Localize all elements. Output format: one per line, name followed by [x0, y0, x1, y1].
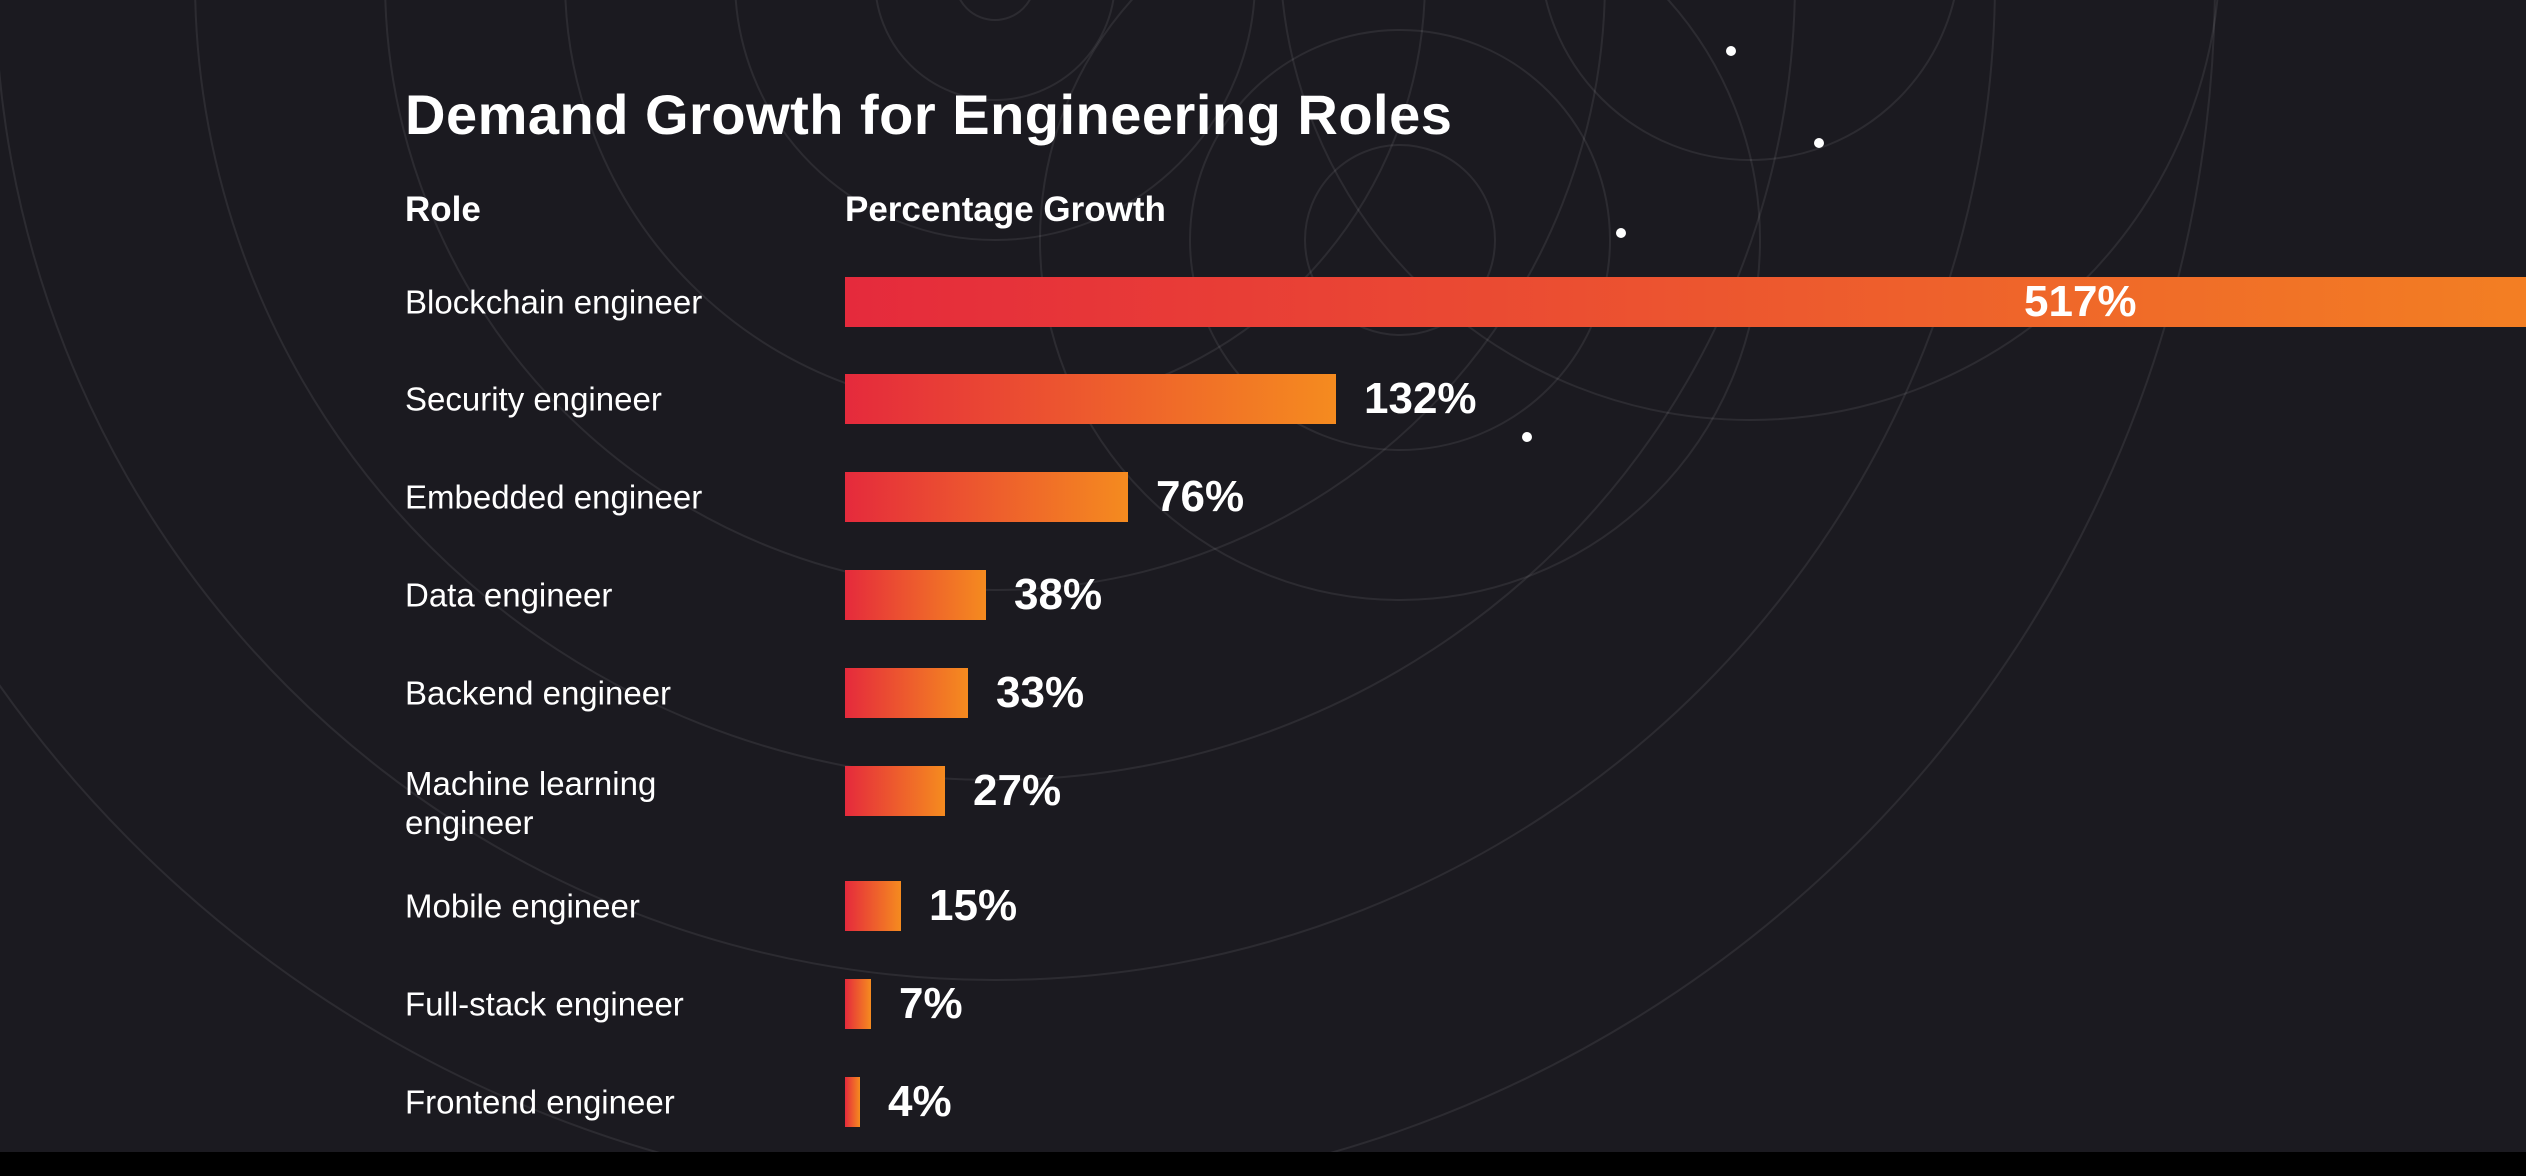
background-dot: [1726, 46, 1736, 56]
role-label: Machine learning engineer: [405, 765, 657, 841]
growth-bar: [845, 881, 901, 931]
growth-value-label: 38%: [1014, 570, 1103, 619]
growth-value-label: 7%: [899, 979, 963, 1028]
growth-bar: [845, 766, 945, 816]
growth-bar: [845, 979, 871, 1029]
chart-canvas: Demand Growth for Engineering Roles Role…: [0, 0, 2526, 1152]
growth-column-header: Percentage Growth: [845, 190, 1166, 229]
role-column-header: Role: [405, 190, 481, 229]
growth-value-label: 76%: [1156, 472, 1245, 521]
background-ring: [1281, 0, 2219, 421]
growth-bar: [845, 472, 1128, 522]
growth-value-label: 4%: [888, 1077, 952, 1126]
background-decoration: [0, 0, 2219, 1152]
role-label: Data engineer: [405, 576, 613, 614]
growth-value-label: 15%: [929, 881, 1018, 930]
growth-value-label: 132%: [1364, 374, 1477, 423]
growth-value-label: 33%: [996, 668, 1085, 717]
background-ring: [734, 0, 1256, 241]
role-label: Security engineer: [405, 380, 662, 418]
background-dot: [1616, 228, 1626, 238]
background-ring: [194, 0, 1796, 781]
background-dot: [1814, 138, 1824, 148]
role-label: Full-stack engineer: [405, 985, 684, 1023]
background-ring: [959, 0, 1031, 21]
background-ring: [1189, 29, 1611, 451]
growth-value-label: 517%: [2024, 277, 2137, 326]
background-ring: [384, 0, 1606, 591]
growth-bar: [845, 1077, 860, 1127]
background-ring: [1545, 0, 1955, 161]
background-ring: [0, 0, 2216, 1152]
background-dot: [1522, 432, 1532, 442]
background-ring: [875, 0, 1115, 101]
growth-bar: [845, 570, 986, 620]
bottom-strip: [0, 1152, 2526, 1176]
background-ring: [0, 0, 1996, 981]
chart-title: Demand Growth for Engineering Roles: [405, 83, 1453, 146]
growth-value-label: 27%: [973, 766, 1062, 815]
role-label: Blockchain engineer: [405, 283, 703, 321]
role-label: Embedded engineer: [405, 478, 703, 516]
role-label: Mobile engineer: [405, 887, 640, 925]
growth-bar: [845, 668, 968, 718]
role-label: Backend engineer: [405, 674, 672, 712]
growth-bar: [845, 277, 2526, 327]
background-ring: [1039, 0, 1761, 601]
background-ring: [1304, 144, 1496, 336]
growth-bar: [845, 374, 1336, 424]
role-label: Frontend engineer: [405, 1083, 675, 1121]
